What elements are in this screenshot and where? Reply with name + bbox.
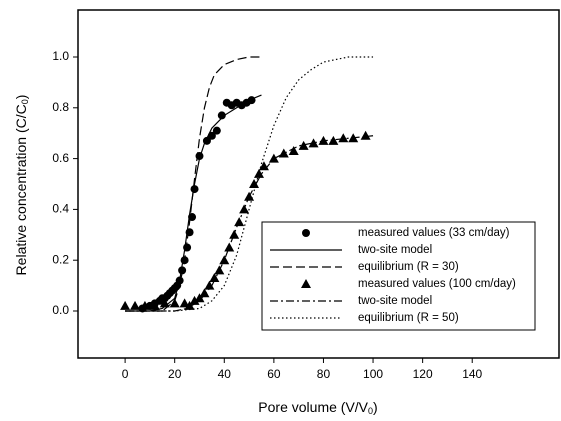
y-label-text: Relative concentration (C/C — [13, 104, 29, 275]
data-point — [219, 255, 230, 265]
data-point — [184, 300, 195, 310]
data-point — [253, 168, 264, 178]
x-label-text: Pore volume (V/V — [258, 399, 368, 415]
data-point — [249, 179, 260, 188]
plot-frame — [77, 9, 560, 359]
data-point — [204, 280, 215, 290]
data-point — [159, 298, 170, 308]
x-tick-label: 20 — [168, 367, 182, 381]
model-line — [125, 56, 262, 312]
model-line — [125, 94, 262, 312]
data-point — [189, 295, 200, 305]
y-tick-label: 0.0 — [52, 303, 69, 317]
legend-label: measured values (100 cm/day) — [358, 278, 516, 290]
y-axis-label: Relative concentration (C/C0) — [13, 95, 31, 276]
data-point — [212, 126, 221, 135]
legend-marker — [302, 229, 310, 237]
data-point — [199, 288, 210, 298]
data-point — [194, 293, 205, 303]
legend-label: two-site model — [358, 244, 432, 256]
y-label-end: ) — [13, 95, 29, 100]
y-tick-label: 0.8 — [52, 100, 69, 114]
data-point — [328, 135, 339, 145]
data-point — [268, 153, 279, 163]
x-tick-label: 60 — [267, 367, 281, 381]
x-tick-label: 0 — [122, 367, 129, 381]
legend-label: equilibrium (R = 50) — [358, 312, 459, 324]
data-point — [288, 145, 299, 155]
data-point — [169, 298, 180, 308]
x-label-end: ) — [373, 399, 378, 415]
y-label-sub: 0 — [20, 99, 30, 104]
data-point — [139, 300, 150, 310]
x-label-sub: 0 — [368, 406, 373, 416]
model-line — [125, 56, 374, 312]
x-tick-label: 140 — [462, 367, 482, 381]
data-point — [224, 242, 235, 252]
x-tick-label: 100 — [363, 367, 383, 381]
x-tick-label: 40 — [218, 367, 232, 381]
y-tick-label: 0.6 — [52, 151, 69, 165]
data-point — [179, 298, 190, 308]
data-point — [217, 111, 226, 120]
data-point — [229, 229, 240, 239]
x-axis-label: Pore volume (V/V0) — [258, 399, 377, 417]
model-line — [125, 135, 374, 312]
y-tick-label: 0.4 — [52, 202, 69, 216]
data-point — [130, 300, 141, 310]
data-point — [338, 133, 349, 143]
legend-marker — [301, 279, 311, 288]
x-tick-label: 80 — [317, 367, 331, 381]
data-point — [360, 130, 371, 140]
data-point — [298, 140, 309, 150]
data-point — [120, 300, 131, 310]
y-tick-label: 1.0 — [52, 49, 69, 63]
x-tick-label: 120 — [413, 367, 433, 381]
data-point — [207, 131, 216, 140]
legend-label: measured values (33 cm/day) — [358, 227, 510, 239]
legend-label: equilibrium (R = 30) — [358, 261, 459, 273]
legend-label: two-site model — [358, 295, 432, 307]
legend-box — [261, 221, 536, 331]
data-point — [149, 300, 160, 310]
data-point — [278, 148, 289, 158]
data-point — [308, 138, 319, 148]
data-point — [209, 272, 220, 282]
y-tick-label: 0.2 — [52, 252, 69, 266]
